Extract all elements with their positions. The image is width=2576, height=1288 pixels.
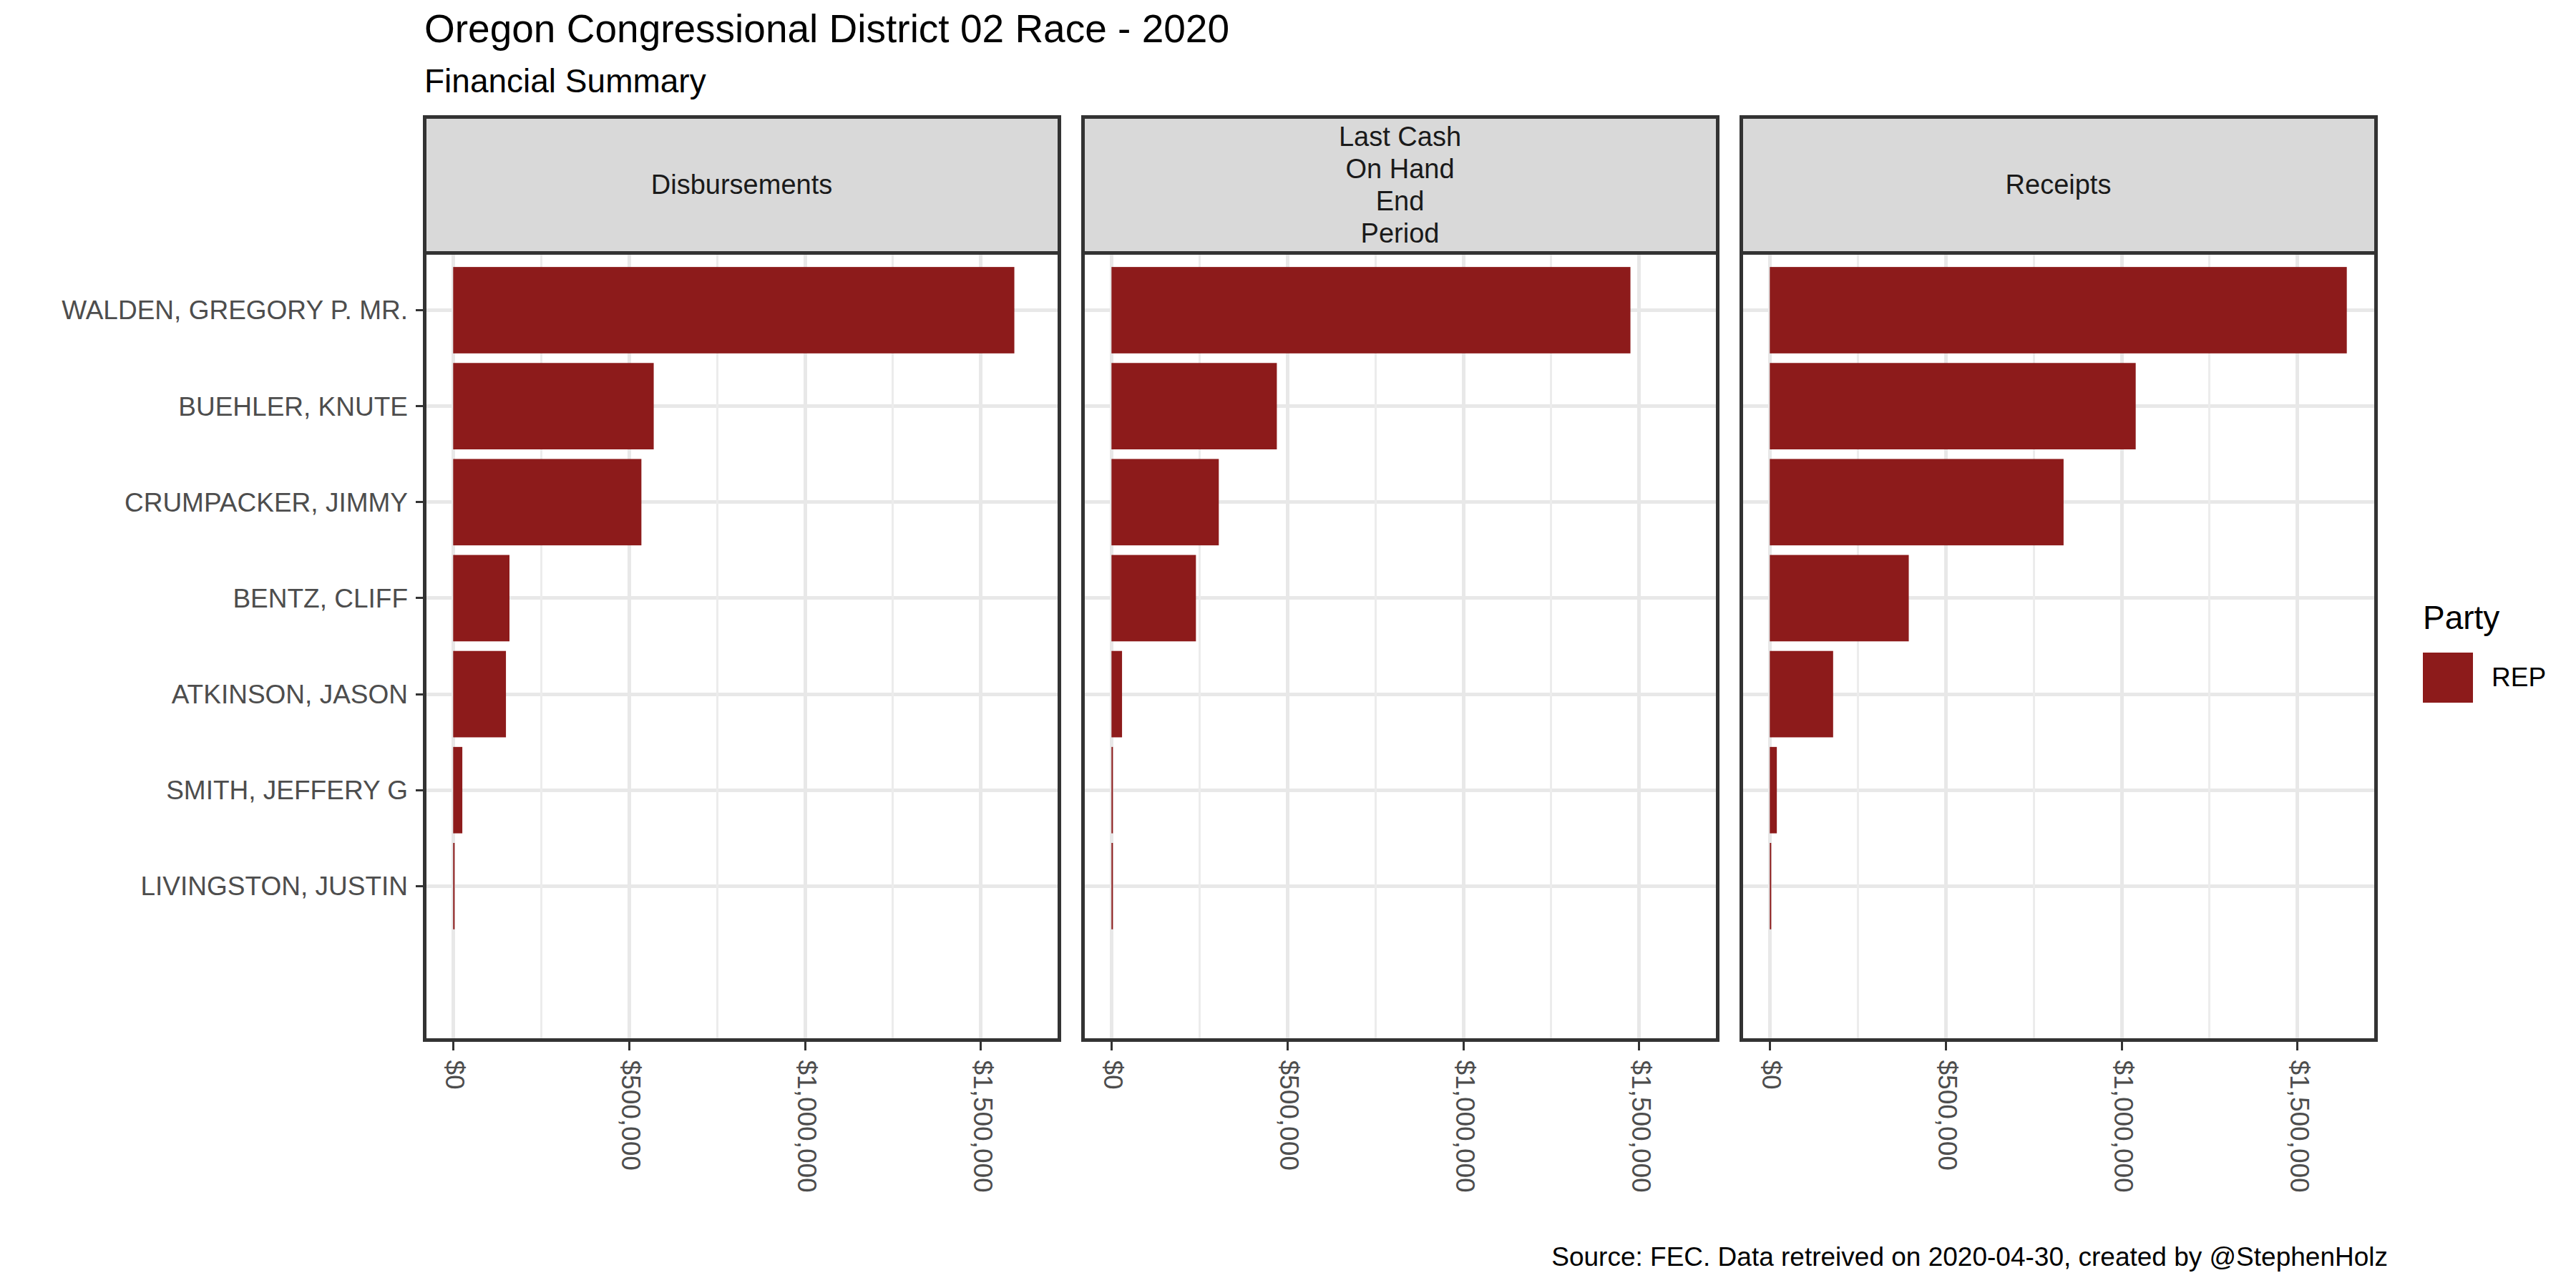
x-tick-label: $1,000,000 xyxy=(1450,1060,1480,1193)
bar xyxy=(453,555,509,642)
bar xyxy=(1770,843,1771,930)
bar xyxy=(1770,651,1833,738)
bar xyxy=(453,843,454,930)
category-label: LIVINGSTON, JUSTIN xyxy=(141,872,409,901)
bar xyxy=(1770,555,1908,642)
bar xyxy=(1111,267,1630,353)
bar xyxy=(1111,363,1277,449)
x-tick-label: $1,000,000 xyxy=(2109,1060,2138,1193)
x-tick-label: $1,500,000 xyxy=(968,1060,997,1193)
x-tick-label: $1,500,000 xyxy=(2285,1060,2314,1193)
bar xyxy=(1770,363,2135,449)
bar xyxy=(453,267,1014,353)
bar xyxy=(1111,843,1113,930)
x-tick-label: $500,000 xyxy=(1933,1060,1962,1171)
bar xyxy=(1111,459,1219,545)
x-tick-label: $0 xyxy=(1098,1060,1128,1090)
bar xyxy=(453,747,462,834)
bar xyxy=(1111,747,1113,834)
bar xyxy=(1111,555,1196,642)
category-label: CRUMPACKER, JIMMY xyxy=(125,488,408,517)
facet-strip-label: Disbursements xyxy=(651,170,832,200)
facet-strip-label: Period xyxy=(1361,218,1440,248)
bar xyxy=(453,459,641,545)
x-tick-label: $1,500,000 xyxy=(1626,1060,1656,1193)
legend-item-label: REP xyxy=(2492,663,2546,693)
facet-strip-label: Receipts xyxy=(2006,170,2112,200)
x-tick-label: $0 xyxy=(440,1060,469,1090)
bar xyxy=(453,363,653,449)
legend-title: Party xyxy=(2423,598,2546,637)
bar xyxy=(1770,459,2064,545)
legend-item-rep: REP xyxy=(2423,653,2546,703)
x-tick-label: $1,000,000 xyxy=(792,1060,821,1193)
facet-strip-label: End xyxy=(1376,186,1425,216)
faceted-bar-chart: Disbursements $0 $500,000 $1,000,000 $1,500,… xyxy=(0,0,2576,1288)
legend: Party REP xyxy=(2423,598,2546,703)
category-label: BENTZ, CLIFF xyxy=(233,584,408,613)
x-tick-label: $500,000 xyxy=(1274,1060,1304,1171)
source-caption: Source: FEC. Data retreived on 2020-04-3… xyxy=(1551,1242,2388,1272)
facet-strip-label: On Hand xyxy=(1345,154,1454,184)
bar xyxy=(1111,651,1122,738)
bar xyxy=(1770,747,1777,834)
category-label: SMITH, JEFFERY G xyxy=(166,776,408,805)
legend-color-swatch xyxy=(2423,653,2473,703)
bar xyxy=(453,651,506,738)
x-tick-label: $500,000 xyxy=(616,1060,645,1171)
financial-summary-figure: Oregon Congressional District 02 Race - … xyxy=(0,0,2576,1288)
facet-strip-label: Last Cash xyxy=(1339,122,1461,152)
bar xyxy=(1770,267,2346,353)
x-tick-label: $0 xyxy=(1757,1060,1786,1090)
category-label: ATKINSON, JASON xyxy=(172,680,408,709)
category-label: WALDEN, GREGORY P. MR. xyxy=(62,296,408,325)
category-label: BUEHLER, KNUTE xyxy=(178,392,408,421)
